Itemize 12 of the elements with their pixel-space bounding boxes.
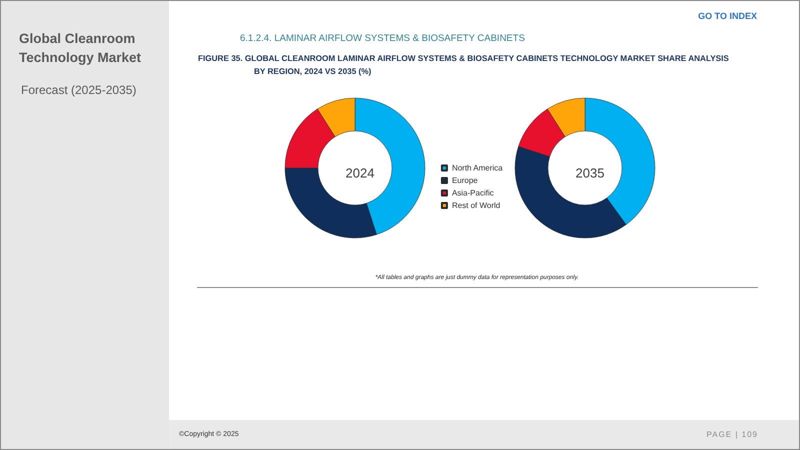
text: FIGURE 35. GLOBAL CLEANROOM LAMINAR AIRFLOW SYSTEMS & BIOSAFETY CABINETS TECHNOLOGY MARKET SHARE ANALYSIS BY REGION, 2024 VS 2035 (%) <box>198 53 730 78</box>
text: Forecast (2025-2035) <box>21 83 136 97</box>
slice-label: 2035 <box>576 166 604 180</box>
legend-label: North America <box>452 164 504 172</box>
legend-label: Rest of World <box>452 201 500 210</box>
legend-label: Europe <box>452 176 478 185</box>
text: 6.1.2.4. LAMINAR AIRFLOW SYSTEMS & BIOSAFETY CABINETS <box>240 33 525 44</box>
legend-label: Asia-Pacific <box>452 188 494 198</box>
text: Global Cleanroom Technology Market <box>19 30 142 67</box>
text: GO TO INDEX <box>698 11 757 21</box>
slice-label: 2024 <box>346 166 374 180</box>
text: PAGE | 109 <box>706 430 758 439</box>
